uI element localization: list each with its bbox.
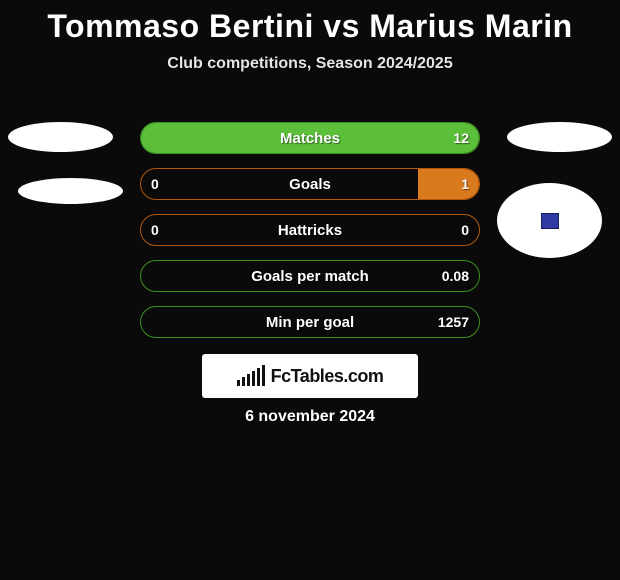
stat-label: Hattricks (141, 215, 479, 245)
decor-ellipse-right-1 (507, 122, 612, 152)
page-subtitle: Club competitions, Season 2024/2025 (0, 55, 620, 73)
stat-value-left: 0 (151, 169, 159, 199)
stat-value-right: 1257 (438, 307, 469, 337)
footer-date: 6 november 2024 (0, 408, 620, 426)
stat-fill-right (418, 169, 479, 199)
brand-text: FcTables.com (271, 366, 384, 387)
stat-row: Goals per match0.08 (140, 260, 480, 292)
stat-value-right: 0.08 (442, 261, 469, 291)
decor-ellipse-left-2 (18, 178, 123, 204)
stat-value-right: 0 (461, 215, 469, 245)
page-title: Tommaso Bertini vs Marius Marin (0, 0, 620, 45)
stats-rows: Matches12Goals01Hattricks00Goals per mat… (140, 122, 480, 352)
stat-row: Min per goal1257 (140, 306, 480, 338)
brand-bar-slice (262, 365, 265, 386)
decor-ellipse-left-1 (8, 122, 113, 152)
stat-row: Goals01 (140, 168, 480, 200)
stat-label: Min per goal (141, 307, 479, 337)
stat-label: Goals per match (141, 261, 479, 291)
stat-row: Hattricks0 0 (140, 214, 480, 246)
stat-row: Matches12 (140, 122, 480, 154)
brand-logo: FcTables.com (202, 354, 418, 398)
brand-bar-slice (257, 368, 260, 386)
brand-bars-icon (237, 366, 265, 386)
brand-bar-slice (252, 371, 255, 386)
brand-bar-slice (247, 374, 250, 386)
stat-value-left: 0 (151, 215, 159, 245)
stat-fill-right (141, 123, 479, 153)
club-crest-icon (541, 213, 559, 229)
brand-bar-slice (242, 377, 245, 386)
brand-bar-slice (237, 380, 240, 386)
decor-circle-right (497, 183, 602, 258)
